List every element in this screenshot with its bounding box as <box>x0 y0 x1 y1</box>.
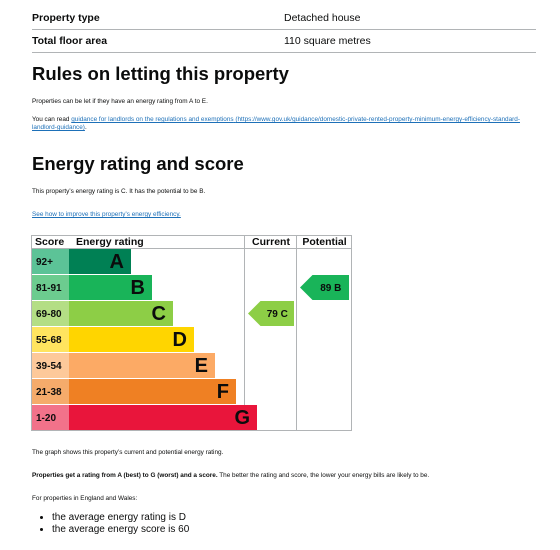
score-cell-c <box>32 301 69 326</box>
energy-summary: This property’s energy rating is C. It h… <box>32 188 206 195</box>
rating-letter: D <box>173 329 187 351</box>
rating-bar-c <box>69 301 173 326</box>
score-cell-b <box>32 275 69 300</box>
score-label: 69-80 <box>36 309 62 320</box>
score-label: 55-68 <box>36 335 62 346</box>
score-label: 1-20 <box>36 413 56 424</box>
guidance-suffix: . <box>84 124 87 131</box>
energy-heading: Energy rating and score <box>32 153 244 174</box>
letting-heading: Rules on letting this property <box>32 63 289 84</box>
score-cell-g <box>32 405 69 430</box>
score-label: 92+ <box>36 257 53 268</box>
guidance-prefix: You can read <box>32 116 72 123</box>
score-label: 81-91 <box>36 283 62 294</box>
summary-label: Property type <box>32 12 100 24</box>
improve-link[interactable]: See how to improve this property’s energ… <box>32 211 181 218</box>
rating-explanation: Properties get a rating from A (best) to… <box>32 472 532 480</box>
rating-letter: C <box>152 303 166 325</box>
chart-header-score: Score <box>35 236 64 248</box>
rating-bar-e <box>69 353 215 378</box>
score-label: 21-38 <box>36 387 62 398</box>
rating-letter: F <box>217 381 229 403</box>
summary-row-property-type: Property type Detached house <box>32 7 536 30</box>
score-cell-f <box>32 379 69 404</box>
summary-row-floor-area: Total floor area 110 square metres <box>32 30 536 53</box>
rating-bar-a <box>69 249 131 274</box>
property-summary: Property type Detached house Total floor… <box>32 7 536 53</box>
summary-label: Total floor area <box>32 35 108 47</box>
rating-bar-f <box>69 379 236 404</box>
chart-header-rating: Energy rating <box>76 236 144 248</box>
score-label: 39-54 <box>36 361 62 372</box>
current-rating-label: 79 C <box>267 309 288 320</box>
rating-explanation-rest: The better the rating and score, the low… <box>217 472 430 479</box>
rating-letter: B <box>131 277 145 299</box>
list-item: the average energy score is 60 <box>52 524 189 536</box>
letting-intro: Properties can be let if they have an en… <box>32 98 208 105</box>
graph-caption: The graph shows this property’s current … <box>32 449 224 456</box>
score-cell-a <box>32 249 69 274</box>
rating-bar-b <box>69 275 152 300</box>
energy-improve: See how to improve this property’s energ… <box>32 211 532 219</box>
letting-guidance: You can read guidance for landlords on t… <box>32 116 532 132</box>
rating-letter: E <box>195 355 208 377</box>
summary-value: 110 square metres <box>284 35 371 47</box>
chart-header-current: Current <box>252 236 290 248</box>
potential-arrow <box>300 275 349 300</box>
chart-header-potential: Potential <box>302 236 346 248</box>
rating-bar-d <box>69 327 194 352</box>
guidance-link[interactable]: guidance for landlords on the regulation… <box>32 116 520 131</box>
england-wales-note: For properties in England and Wales: <box>32 495 138 502</box>
averages-list: the average energy rating is D the avera… <box>36 512 189 536</box>
rating-letter: G <box>234 407 250 429</box>
energy-rating-chart: Score Energy rating Current Potential 92+ A 81… <box>31 235 352 431</box>
current-arrow <box>248 301 294 326</box>
rating-bar-g <box>69 405 257 430</box>
rating-letter: A <box>110 251 124 273</box>
list-item: the average energy rating is D <box>52 512 189 524</box>
rating-explanation-bold: Properties get a rating from A (best) to… <box>32 472 218 479</box>
potential-rating-label: 89 B <box>320 283 341 294</box>
score-cell-d <box>32 327 69 352</box>
score-cell-e <box>32 353 69 378</box>
summary-value: Detached house <box>284 12 361 24</box>
chart-frame <box>31 235 352 431</box>
